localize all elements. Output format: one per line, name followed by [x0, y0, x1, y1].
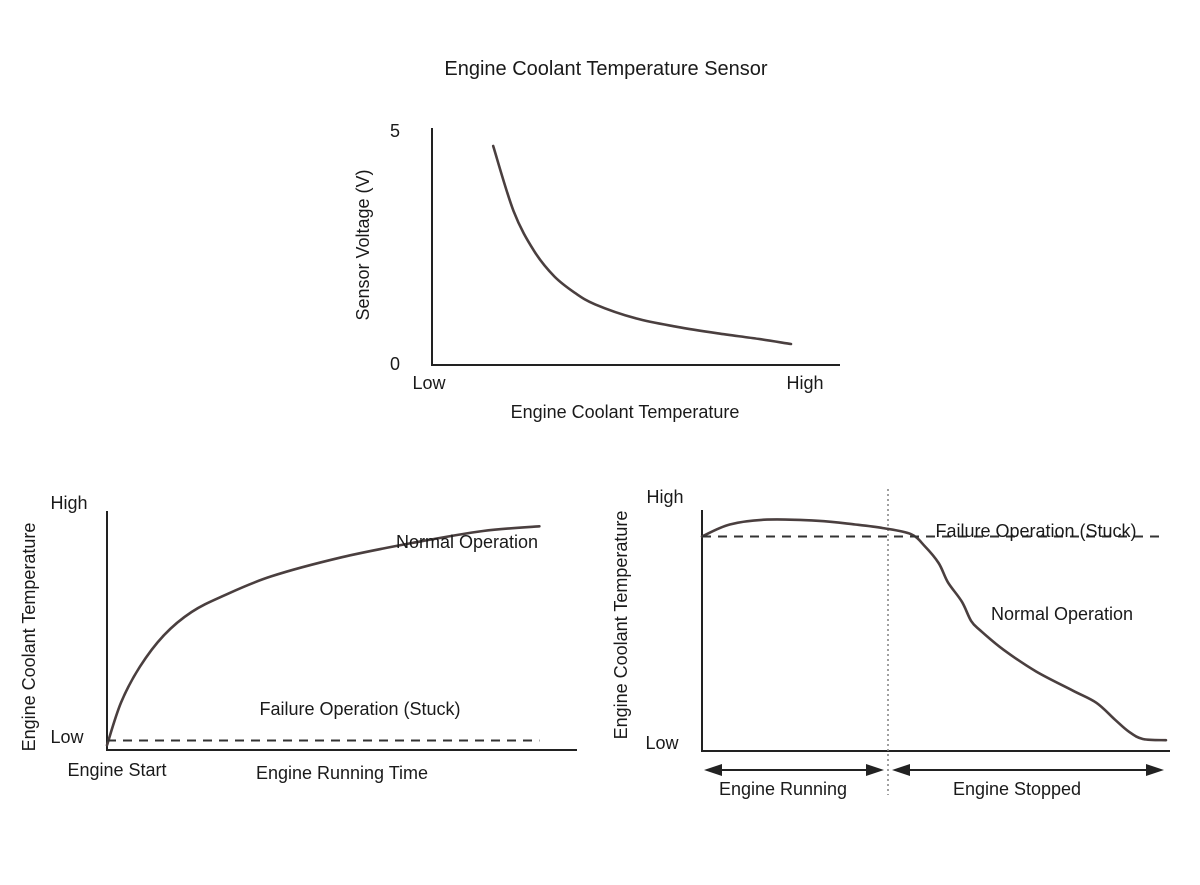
running-ytick-high: High: [50, 493, 87, 513]
running-normal-curve: [105, 525, 541, 747]
arrow-right-head: [866, 764, 884, 776]
sensor-xlabel: Engine Coolant Temperature: [511, 402, 740, 422]
running-xlabel: Engine Running Time: [256, 763, 428, 783]
running-ytick-low: Low: [50, 727, 84, 747]
stopped-ytick-low: Low: [645, 733, 679, 753]
sensor-voltage-curve: [491, 144, 793, 346]
stopped-chart: High Low Engine Coolant Temperature Fail…: [611, 487, 1170, 799]
running-normal-label: Normal Operation: [396, 532, 538, 552]
sensor-xtick-low: Low: [412, 373, 446, 393]
sensor-chart: 5 0 Low High Engine Coolant Temperature …: [353, 121, 840, 422]
sensor-axes: [431, 128, 840, 366]
running-axes: [106, 511, 577, 751]
sensor-ytick-max: 5: [390, 121, 400, 141]
engine-stopped-arrow: [892, 764, 1164, 776]
stopped-normal-curve: [700, 518, 1168, 742]
phase-label-stopped: Engine Stopped: [953, 779, 1081, 799]
running-ylabel: Engine Coolant Temperature: [19, 523, 39, 752]
stopped-ytick-high: High: [646, 487, 683, 507]
arrow-right-head: [1146, 764, 1164, 776]
phase-label-running: Engine Running: [719, 779, 847, 799]
sensor-ytick-min: 0: [390, 354, 400, 374]
stopped-axes: [701, 510, 1170, 752]
sensor-xtick-high: High: [786, 373, 823, 393]
stopped-stuck-label: Failure Operation (Stuck): [935, 521, 1136, 541]
running-chart: High Low Engine Start Engine Running Tim…: [19, 493, 577, 783]
stopped-normal-label: Normal Operation: [991, 604, 1133, 624]
figure-title: Engine Coolant Temperature Sensor: [444, 58, 768, 80]
stopped-ylabel: Engine Coolant Temperature: [611, 511, 631, 740]
arrow-left-head: [892, 764, 910, 776]
engine-running-arrow: [704, 764, 884, 776]
running-stuck-label: Failure Operation (Stuck): [259, 699, 460, 719]
sensor-ylabel: Sensor Voltage (V): [353, 169, 373, 320]
arrow-left-head: [704, 764, 722, 776]
running-xtick-start: Engine Start: [67, 760, 166, 780]
